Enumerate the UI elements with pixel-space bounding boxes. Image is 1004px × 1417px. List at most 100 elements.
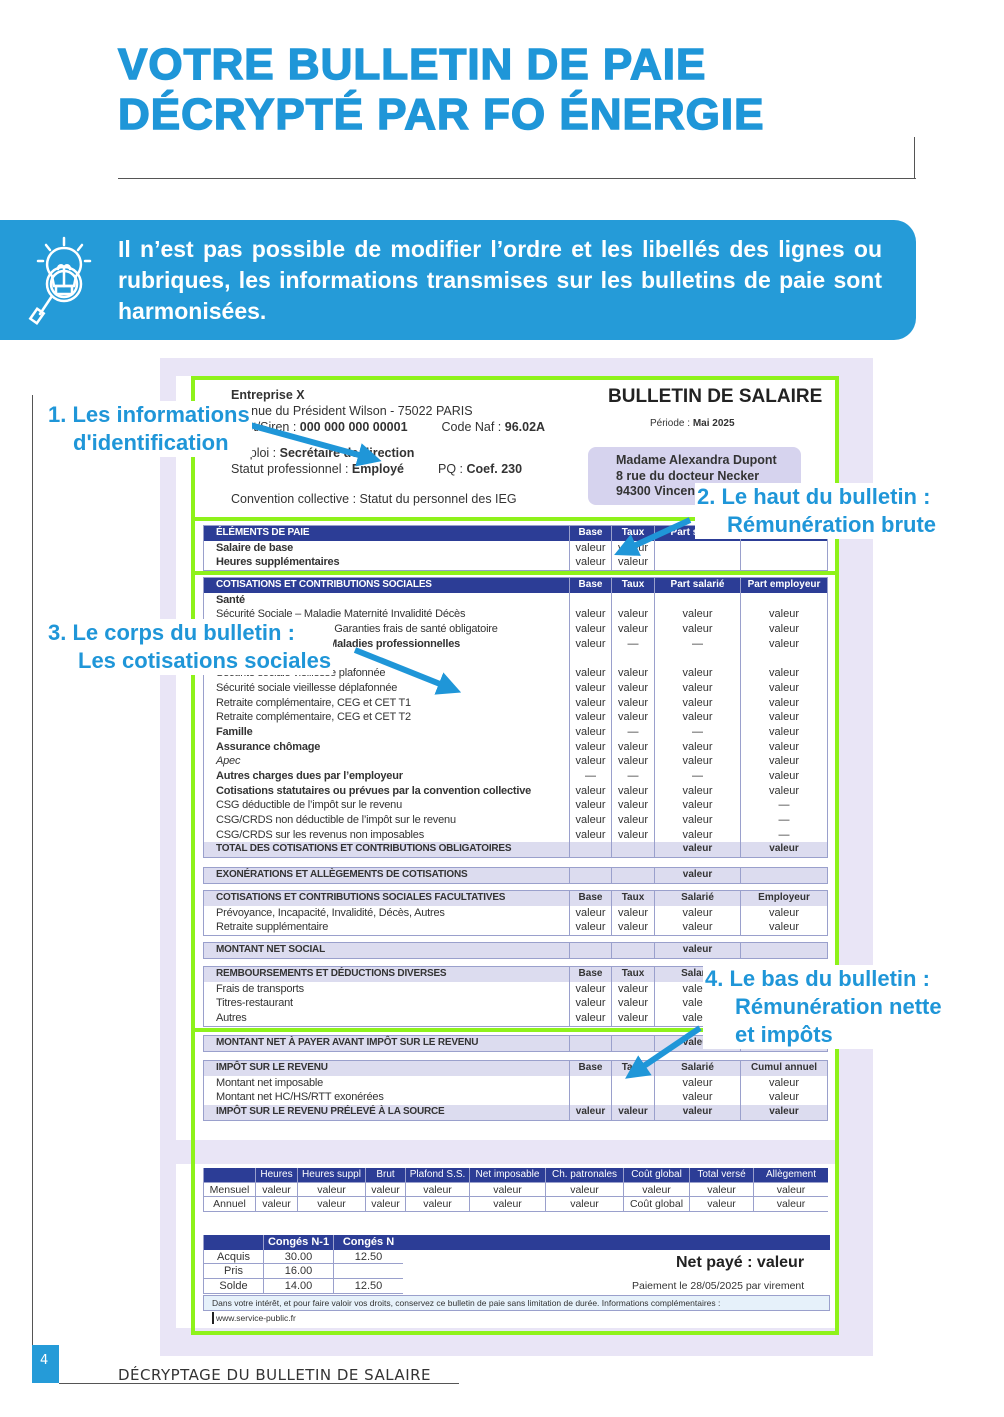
- cell: [611, 592, 654, 608]
- cell: valeur: [569, 607, 611, 623]
- cell: valeur: [654, 710, 740, 725]
- cell: valeur: [611, 607, 654, 623]
- table-row: Retraite supplémentaire valeur valeur valeu…: [204, 920, 827, 936]
- cell: valeur: [654, 1036, 740, 1051]
- row-label: COTISATIONS ET CONTRIBUTIONS SOCIALES FA…: [216, 892, 506, 904]
- conges-table: Congés N-1 Congés N Acquis 30.00 12.50 Pris 16…: [203, 1235, 830, 1294]
- table-row: CSG/CRDS sur les revenus non imposables v…: [204, 827, 827, 843]
- cell: valeur: [365, 1197, 405, 1212]
- cell: [654, 651, 740, 667]
- statut-line: Statut professionnel : Employé PQ : Coef.…: [231, 462, 523, 476]
- cell: valeur: [611, 1011, 654, 1026]
- row-label: IMPÔT SUR LE REVENU PRÉLEVÉ À LA SOURCE: [216, 1106, 445, 1118]
- cell: Ch. patronales: [545, 1168, 623, 1182]
- cell: valeur: [623, 1182, 689, 1197]
- cell: [611, 651, 654, 667]
- cell: Congés N: [333, 1235, 403, 1250]
- cell: Cumul annuel: [740, 1061, 827, 1076]
- cell: Brut: [365, 1168, 405, 1182]
- margin-line: [32, 395, 33, 1383]
- cell: valeur: [611, 996, 654, 1012]
- row-label: COTISATIONS ET CONTRIBUTIONS SOCIALES: [216, 579, 432, 591]
- cell: Allègement: [753, 1168, 828, 1182]
- cell: Salarié: [654, 967, 740, 982]
- cell: Net imposable: [469, 1168, 545, 1182]
- cell: Taux: [611, 578, 654, 593]
- annotation-4: 4. Le bas du bulletin : Rémunération nett…: [703, 965, 944, 1049]
- banner-text: Il n’est pas possible de modifier l’ordr…: [118, 236, 882, 324]
- cell: valeur: [611, 905, 654, 921]
- cell: valeur: [569, 754, 611, 769]
- row-label: Titres-restaurant: [216, 997, 293, 1010]
- cell: valeur: [740, 724, 827, 740]
- cell: —: [740, 798, 827, 813]
- section-frame: [191, 376, 839, 1335]
- table-row: Mensuel valeur valeur valeur valeur valeur val…: [203, 1182, 828, 1198]
- row-label: Salaire de base: [216, 541, 294, 554]
- cell: Base: [569, 967, 611, 982]
- page-title: VOTRE BULLETIN DE PAIE DÉCRYPTÉ PAR FO ÉN…: [117, 39, 765, 140]
- cell: Taux: [611, 967, 654, 982]
- table-row: CSG/CRDS non déductible de l’impôt sur l…: [204, 813, 827, 828]
- row-label: Assurance chômage: [216, 740, 321, 753]
- table-row: Cotisations statutaires ou prévues par l…: [204, 783, 827, 799]
- cell: valeur: [569, 905, 611, 921]
- cell: valeur: [740, 1090, 827, 1106]
- cell: [740, 592, 827, 608]
- cell: [740, 868, 827, 883]
- cell: [203, 1235, 263, 1250]
- info-banner: [0, 220, 916, 340]
- cell: Coût global: [623, 1168, 689, 1182]
- cell: valeur: [569, 622, 611, 637]
- cell: valeur: [753, 1182, 828, 1197]
- table-row: TOTAL DES COTISATIONS ET CONTRIBUTIONS O…: [204, 842, 827, 858]
- periode: Période : Mai 2025: [650, 418, 735, 429]
- arrow-3: [353, 647, 462, 695]
- row-label: Sécurité sociale vieillesse déplafonnée: [216, 681, 398, 694]
- service-public-link[interactable]: www.service-public.fr: [212, 1312, 296, 1324]
- cell: valeur: [654, 842, 740, 858]
- table-row: MONTANT NET SOCIAL valeur: [204, 943, 827, 958]
- cell: valeur: [611, 981, 654, 997]
- cell: valeur: [255, 1197, 297, 1212]
- cell: Taux: [611, 891, 654, 906]
- cell: valeur: [569, 1011, 611, 1026]
- exonerations-section: EXONÉRATIONS ET ALLÈGEMENTS DE COTISATIO…: [203, 867, 828, 884]
- cell: valeur: [611, 920, 654, 936]
- company-name: Entreprise X: [231, 388, 305, 402]
- cell: Coût global: [623, 1197, 689, 1212]
- cell: valeur: [611, 783, 654, 799]
- cell: Base: [569, 1061, 611, 1076]
- cell: valeur: [569, 710, 611, 725]
- row-label: Santé: [216, 593, 245, 606]
- cell: valeur: [740, 1105, 827, 1120]
- cell: valeur: [611, 754, 654, 769]
- cell: [569, 842, 611, 858]
- row-label: Montant net imposable: [216, 1076, 324, 1089]
- cell: valeur: [740, 905, 827, 921]
- cell: valeur: [545, 1197, 623, 1212]
- arrow-2: [614, 517, 692, 556]
- cell: valeur: [654, 920, 740, 936]
- cell: valeur: [654, 783, 740, 799]
- cell: [569, 868, 611, 883]
- table-row: Montant net imposable valeur valeur: [204, 1075, 827, 1091]
- cell: valeur: [297, 1182, 365, 1197]
- annotation-2: 2. Le haut du bulletin : Rémunération bru…: [695, 483, 939, 539]
- cell: valeur: [740, 695, 827, 711]
- cell: valeur: [654, 622, 740, 637]
- table-row: Montant net HC/HS/RTT exonérées valeur val…: [204, 1090, 827, 1106]
- cell: valeur: [469, 1197, 545, 1212]
- cell: Base: [569, 891, 611, 906]
- cell: —: [654, 636, 740, 652]
- lightbulb-magnifier-icon: [28, 236, 92, 325]
- cell: valeur: [740, 680, 827, 696]
- cell: [654, 592, 740, 608]
- cell: valeur: [611, 798, 654, 813]
- cell: valeur: [689, 1197, 753, 1212]
- cell: valeur: [611, 666, 654, 681]
- cell: valeur: [740, 920, 827, 936]
- cell: valeur: [654, 813, 740, 828]
- cell: valeur: [569, 827, 611, 843]
